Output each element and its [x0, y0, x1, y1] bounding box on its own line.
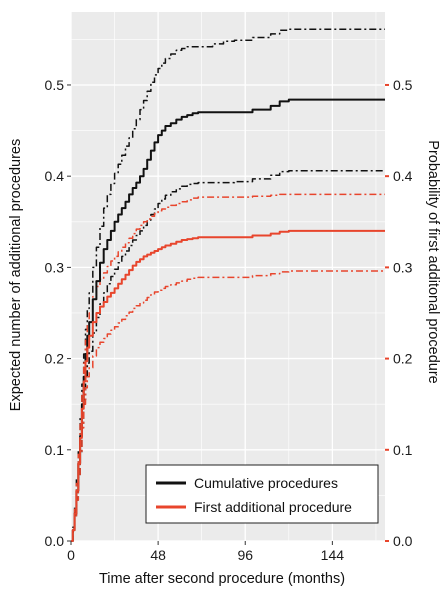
y-tick-label-left: 0.2: [45, 351, 65, 367]
y-tick-label-left: 0.5: [45, 77, 65, 93]
series-line-first-additional-upper: [71, 193, 385, 542]
x-tick-label: 0: [67, 547, 75, 563]
y-tick-label-right: 0.1: [393, 442, 413, 458]
legend-box: [145, 464, 379, 524]
x-tick-label: 96: [237, 547, 253, 563]
axes: 0.0 0.1 0.2 0.3 0.4 0.5 0.0 0.1 0.2 0.3 0.4 0.5 0 48 9…: [45, 77, 413, 563]
y-axis-title-right: Probability of first additonal procedure: [425, 140, 441, 383]
grid: [70, 12, 385, 542]
legend-label-cumulative: Cumulative procedures: [194, 475, 338, 491]
legend: Cumulative procedures First additional p…: [145, 464, 379, 524]
legend-label-first: First additional procedure: [194, 499, 352, 515]
y-tick-label-left: 0.0: [45, 533, 65, 549]
y-tick-label-left: 0.4: [45, 168, 65, 184]
y-tick-label-left: 0.3: [45, 259, 65, 275]
x-axis-title: Time after second procedure (months): [99, 571, 345, 587]
plot-panel: [71, 12, 385, 541]
y-tick-label-right: 0.4: [393, 168, 413, 184]
x-tick-label: 144: [321, 547, 345, 563]
y-tick-label-right: 0.5: [393, 77, 413, 93]
y-tick-label-right: 0.2: [393, 351, 413, 367]
series-line-first-additional-procedure: [71, 229, 385, 542]
series-layer: [71, 28, 385, 542]
y-tick-label-left: 0.1: [45, 442, 65, 458]
y-tick-label-right: 0.3: [393, 259, 413, 275]
y-axis-title-left: Expected number of additional procedures: [8, 139, 24, 411]
y-tick-label-right: 0.0: [393, 533, 413, 549]
x-tick-label: 48: [150, 547, 166, 563]
